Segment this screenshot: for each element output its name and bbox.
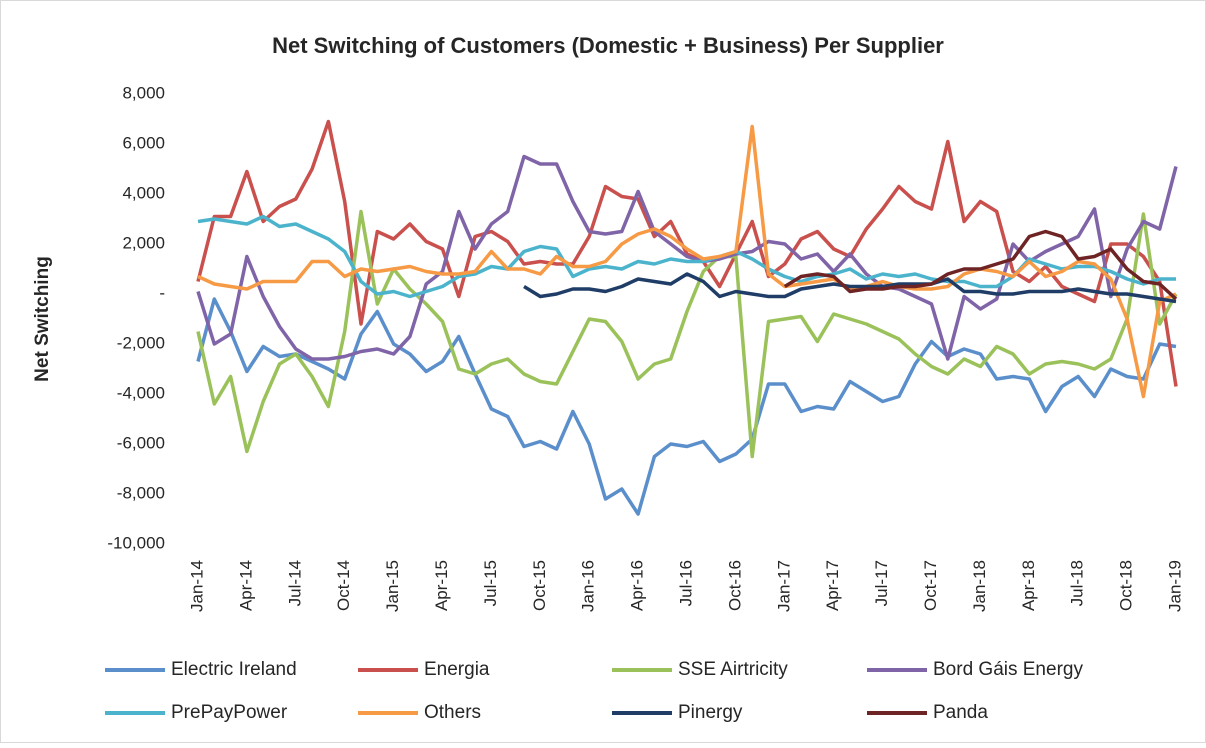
series-line bbox=[196, 297, 1177, 516]
x-tick-label: Jul-17 bbox=[872, 560, 891, 606]
x-tick-label: Oct-17 bbox=[921, 560, 940, 611]
x-tick-label: Oct-16 bbox=[725, 560, 744, 611]
y-tick-label: 2,000 bbox=[122, 233, 165, 252]
x-tick-label: Oct-15 bbox=[530, 560, 549, 611]
legend-label: SSE Airtricity bbox=[678, 659, 788, 680]
legend-label: Energia bbox=[424, 659, 490, 680]
x-tick-label: Jul-15 bbox=[481, 560, 500, 606]
x-tick-label: Oct-18 bbox=[1117, 560, 1136, 611]
legend-label: Others bbox=[424, 702, 481, 723]
x-tick-label: Jul-14 bbox=[285, 560, 304, 606]
x-tick-label: Apr-16 bbox=[628, 560, 647, 611]
x-tick-label: Jan-18 bbox=[970, 560, 989, 612]
x-tick-label: Apr-15 bbox=[432, 560, 451, 611]
x-tick-label: Jul-18 bbox=[1068, 560, 1087, 606]
y-tick-label: -4,000 bbox=[117, 383, 165, 402]
x-tick-label: Apr-17 bbox=[823, 560, 842, 611]
legend-label: Bord Gáis Energy bbox=[933, 659, 1083, 680]
x-tick-label: Jan-14 bbox=[187, 560, 206, 612]
series-line bbox=[196, 119, 1178, 387]
y-tick-label: -2,000 bbox=[117, 333, 165, 352]
y-tick-label: 8,000 bbox=[122, 83, 165, 102]
x-tick-label: Jan-16 bbox=[579, 560, 598, 612]
y-tick-label: -8,000 bbox=[117, 483, 165, 502]
series-line bbox=[783, 229, 1178, 301]
legend-label: PrePayPower bbox=[171, 702, 288, 723]
x-tick-label: Jan-19 bbox=[1165, 560, 1184, 612]
series-line bbox=[196, 209, 1178, 459]
y-tick-label: -10,000 bbox=[107, 533, 165, 552]
y-tick-label: 6,000 bbox=[122, 133, 165, 152]
y-axis-label: Net Switching bbox=[32, 256, 53, 382]
x-tick-label: Jan-17 bbox=[774, 560, 793, 612]
x-tick-label: Jan-15 bbox=[383, 560, 402, 612]
y-tick-label: -6,000 bbox=[117, 433, 165, 452]
x-tick-label: Jul-16 bbox=[676, 560, 695, 606]
x-tick-label: Oct-14 bbox=[334, 560, 353, 611]
y-tick-label: - bbox=[159, 283, 165, 302]
legend-label: Pinergy bbox=[678, 702, 743, 723]
x-tick-label: Apr-14 bbox=[236, 560, 255, 611]
y-tick-label: 4,000 bbox=[122, 183, 165, 202]
x-tick-label: Apr-18 bbox=[1019, 560, 1038, 611]
series-line bbox=[523, 272, 1177, 304]
chart-title: Net Switching of Customers (Domestic + B… bbox=[272, 33, 944, 58]
legend-label: Panda bbox=[933, 702, 988, 723]
series-line bbox=[197, 124, 1177, 399]
series-line bbox=[196, 154, 1178, 361]
legend-label: Electric Ireland bbox=[171, 659, 297, 680]
